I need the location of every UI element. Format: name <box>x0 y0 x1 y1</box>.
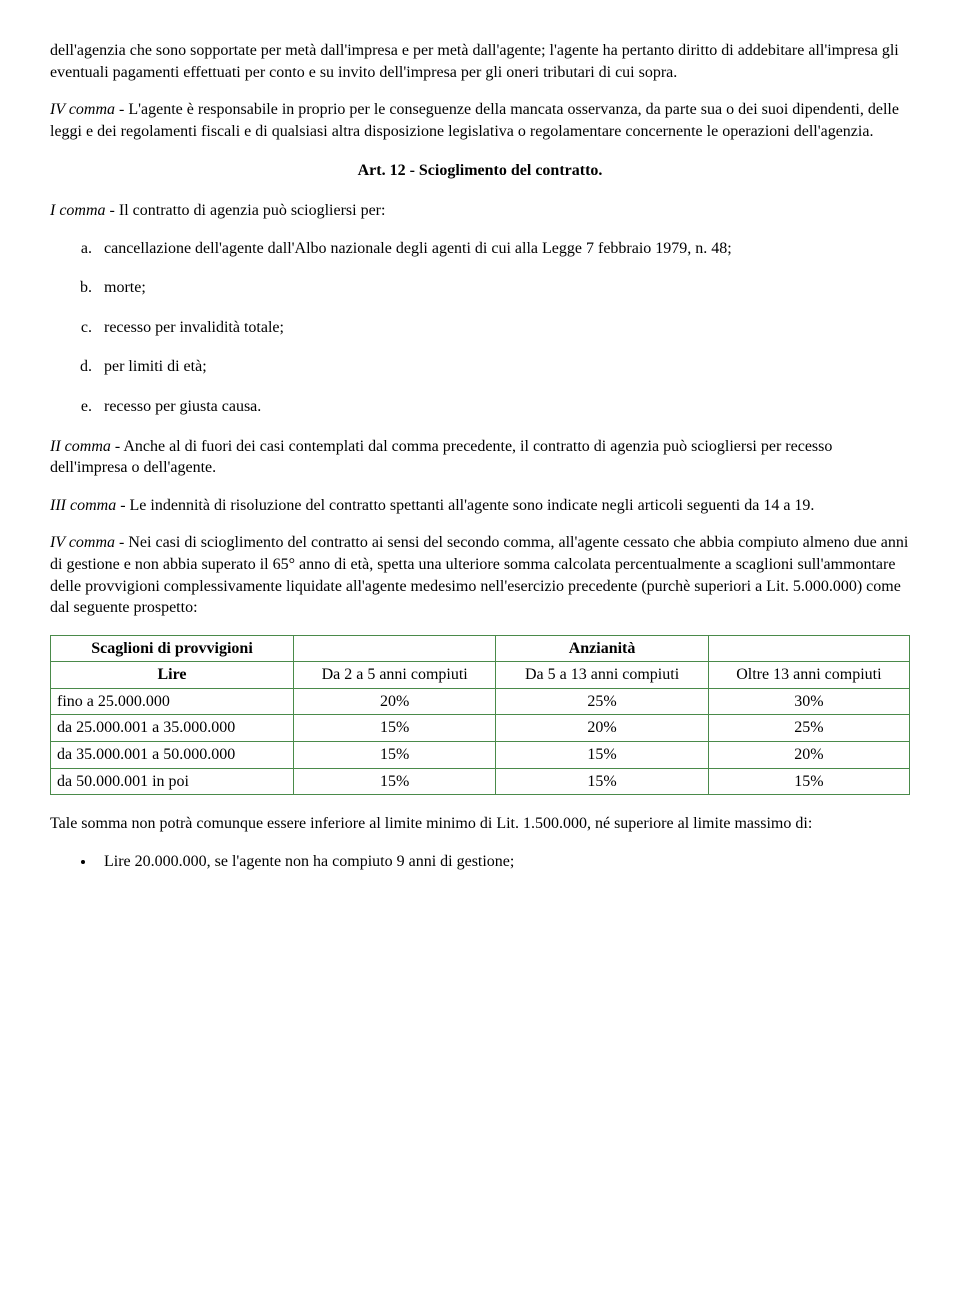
comma-text: - Anche al di fuori dei casi contemplati… <box>50 438 832 477</box>
paragraph: IV comma - Nei casi di scioglimento del … <box>50 532 910 618</box>
table-cell: 20% <box>708 742 909 769</box>
comma-lead: IV comma <box>50 101 115 118</box>
table-cell: 25% <box>708 715 909 742</box>
comma-text: - Le indennità di risoluzione del contra… <box>116 497 814 514</box>
table-cell: 20% <box>496 715 708 742</box>
table-row: da 35.000.001 a 50.000.000 15% 15% 20% <box>51 742 910 769</box>
list-item: recesso per invalidità totale; <box>96 317 910 339</box>
table-header: Scaglioni di provvigioni <box>51 635 294 662</box>
table-cell <box>294 635 496 662</box>
table-cell: 30% <box>708 688 909 715</box>
provvigioni-table: Scaglioni di provvigioni Anzianità Lire … <box>50 635 910 796</box>
paragraph: II comma - Anche al di fuori dei casi co… <box>50 436 910 479</box>
bullet-list: Lire 20.000.000, se l'agente non ha comp… <box>50 851 910 873</box>
list-item: recesso per giusta causa. <box>96 396 910 418</box>
table-cell <box>708 635 909 662</box>
comma-text: - Il contratto di agenzia può sciogliers… <box>106 202 386 219</box>
paragraph: Tale somma non potrà comunque essere inf… <box>50 813 910 835</box>
comma-lead: III comma <box>50 497 116 514</box>
table-cell: 25% <box>496 688 708 715</box>
comma-text: - L'agente è responsabile in proprio per… <box>50 101 899 140</box>
list-item: per limiti di età; <box>96 356 910 378</box>
table-row: Lire Da 2 a 5 anni compiuti Da 5 a 13 an… <box>51 662 910 689</box>
table-subheader: Lire <box>51 662 294 689</box>
paragraph: dell'agenzia che sono sopportate per met… <box>50 40 910 83</box>
comma-text: - Nei casi di scioglimento del contratto… <box>50 534 908 616</box>
paragraph: III comma - Le indennità di risoluzione … <box>50 495 910 517</box>
table-subheader: Da 2 a 5 anni compiuti <box>294 662 496 689</box>
paragraph: IV comma - L'agente è responsabile in pr… <box>50 99 910 142</box>
table-cell: 15% <box>294 715 496 742</box>
comma-lead: I comma <box>50 202 106 219</box>
paragraph: I comma - Il contratto di agenzia può sc… <box>50 200 910 222</box>
table-row: Scaglioni di provvigioni Anzianità <box>51 635 910 662</box>
table-row: da 50.000.001 in poi 15% 15% 15% <box>51 768 910 795</box>
table-header: Anzianità <box>496 635 708 662</box>
table-cell: 15% <box>496 768 708 795</box>
table-cell: da 50.000.001 in poi <box>51 768 294 795</box>
comma-lead: IV comma <box>50 534 115 551</box>
article-heading: Art. 12 - Scioglimento del contratto. <box>50 160 910 182</box>
table-cell: 15% <box>708 768 909 795</box>
list-item: cancellazione dell'agente dall'Albo nazi… <box>96 238 910 260</box>
table-cell: da 25.000.001 a 35.000.000 <box>51 715 294 742</box>
table-cell: 20% <box>294 688 496 715</box>
table-cell: 15% <box>294 742 496 769</box>
comma-lead: II comma <box>50 438 111 455</box>
table-row: da 25.000.001 a 35.000.000 15% 20% 25% <box>51 715 910 742</box>
table-cell: fino a 25.000.000 <box>51 688 294 715</box>
table-subheader: Da 5 a 13 anni compiuti <box>496 662 708 689</box>
table-cell: da 35.000.001 a 50.000.000 <box>51 742 294 769</box>
ordered-list: cancellazione dell'agente dall'Albo nazi… <box>50 238 910 418</box>
table-row: fino a 25.000.000 20% 25% 30% <box>51 688 910 715</box>
table-cell: 15% <box>496 742 708 769</box>
table-subheader: Oltre 13 anni compiuti <box>708 662 909 689</box>
list-item: Lire 20.000.000, se l'agente non ha comp… <box>96 851 910 873</box>
table-cell: 15% <box>294 768 496 795</box>
list-item: morte; <box>96 277 910 299</box>
